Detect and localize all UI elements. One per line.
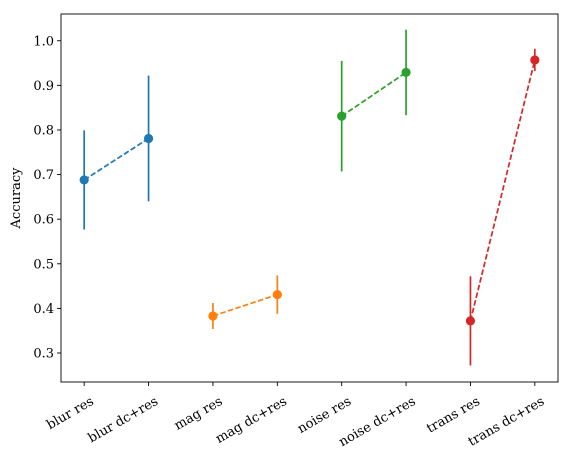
y-tick-label: 0.6 [33,213,54,228]
y-tick-label: 0.4 [33,302,54,317]
series-2-dashed-line [341,71,407,117]
y-tick-label: 0.3 [33,347,54,362]
series-1-point-1 [272,289,282,300]
series-2-point-1 [401,67,411,78]
series-0-point-1 [143,133,154,144]
series-0-dashed-line [83,137,150,181]
series-3-dashed-line [469,59,536,322]
y-tick-label: 0.7 [33,168,54,183]
marks-layer [79,29,540,366]
series-1-point-0 [208,311,218,321]
y-tick-label: 1.0 [33,34,54,49]
y-tick-label: 0.8 [33,123,54,138]
series-3-point-1 [530,55,540,65]
series-0-point-0 [79,175,89,185]
y-axis-title: Accuracy [9,167,24,230]
y-tick-label: 0.9 [33,79,54,94]
plot-frame [60,13,559,383]
y-tick-label: 0.5 [33,257,54,272]
series-2-point-0 [337,111,347,121]
series-3-point-0 [465,316,476,326]
series-1-dashed-line [212,293,278,317]
